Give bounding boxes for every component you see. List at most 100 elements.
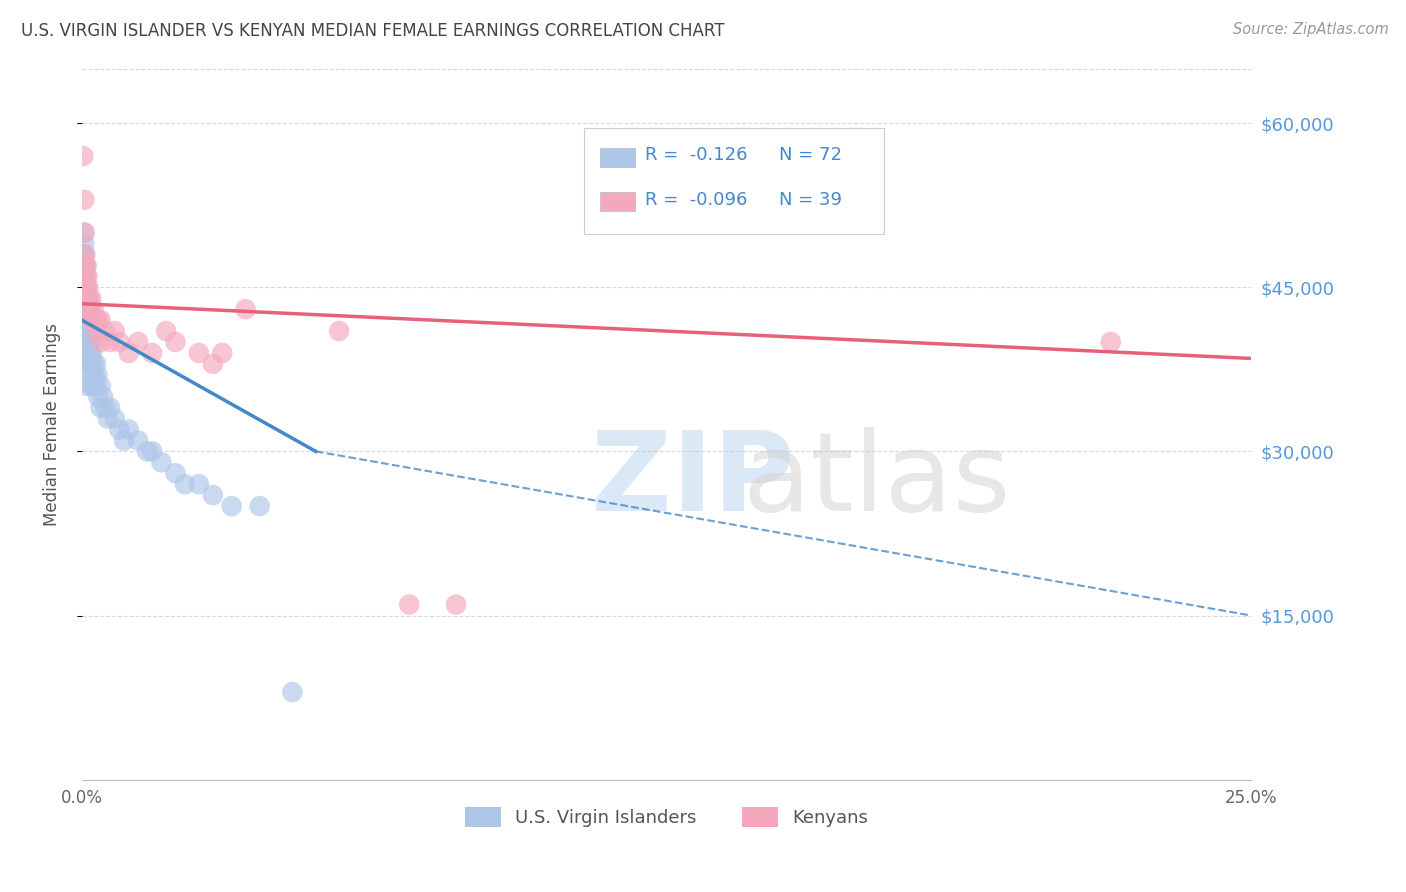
Point: [82, 368, 104, 382]
Point: [84, 313, 107, 327]
Point: [90, 334, 112, 349]
Point: [76, 259, 98, 273]
Point: [87, 313, 110, 327]
Point: [73, 247, 96, 261]
Point: [90, 401, 112, 415]
Point: [79, 346, 101, 360]
Point: [73, 259, 96, 273]
Point: [75, 269, 97, 284]
Point: [83, 357, 105, 371]
Y-axis label: Median Female Earnings: Median Female Earnings: [44, 323, 60, 525]
Point: [79, 302, 101, 317]
Point: [80, 357, 103, 371]
Point: [328, 324, 350, 338]
Point: [77, 302, 100, 317]
Point: [91, 390, 114, 404]
Point: [398, 598, 420, 612]
Point: [118, 423, 141, 437]
Point: [187, 477, 209, 491]
Point: [211, 346, 233, 360]
Point: [76, 302, 98, 317]
Point: [112, 434, 135, 448]
Point: [75, 313, 97, 327]
Point: [150, 455, 173, 469]
Point: [72, 291, 94, 305]
Point: [79, 291, 101, 305]
Point: [97, 411, 120, 425]
Point: [83, 378, 105, 392]
Point: [118, 346, 141, 360]
Point: [77, 280, 100, 294]
Point: [94, 401, 117, 415]
Point: [165, 467, 187, 481]
Point: [1099, 334, 1122, 349]
Point: [80, 334, 103, 349]
Point: [201, 357, 224, 371]
Point: [108, 334, 131, 349]
Point: [80, 291, 103, 305]
Point: [76, 280, 98, 294]
Point: [73, 302, 96, 317]
Point: [73, 226, 96, 240]
Text: N = 39: N = 39: [779, 191, 842, 209]
Point: [73, 302, 96, 317]
Point: [136, 444, 159, 458]
Point: [141, 444, 163, 458]
Point: [155, 324, 177, 338]
Point: [76, 357, 98, 371]
Point: [94, 324, 117, 338]
Point: [76, 291, 98, 305]
Point: [108, 423, 131, 437]
Point: [84, 378, 107, 392]
Point: [72, 247, 94, 261]
Point: [72, 269, 94, 284]
Point: [127, 434, 149, 448]
Point: [76, 269, 98, 284]
Point: [187, 346, 209, 360]
Point: [79, 334, 101, 349]
Text: R =  -0.096: R = -0.096: [645, 191, 748, 209]
Point: [75, 269, 97, 284]
Point: [104, 411, 127, 425]
Point: [73, 193, 96, 207]
Point: [73, 334, 96, 349]
Point: [79, 368, 101, 382]
Point: [77, 346, 100, 360]
Point: [75, 291, 97, 305]
Point: [79, 357, 101, 371]
Point: [87, 390, 110, 404]
Point: [249, 499, 271, 513]
Point: [73, 280, 96, 294]
Point: [173, 477, 195, 491]
Point: [76, 313, 98, 327]
Point: [77, 291, 100, 305]
Point: [75, 334, 97, 349]
Point: [98, 401, 121, 415]
Point: [90, 313, 112, 327]
Point: [75, 302, 97, 317]
Point: [76, 324, 98, 338]
Point: [83, 368, 105, 382]
Text: R =  -0.126: R = -0.126: [645, 146, 748, 164]
Point: [73, 226, 96, 240]
Point: [73, 269, 96, 284]
Point: [221, 499, 243, 513]
Point: [83, 302, 105, 317]
Text: ZIP: ZIP: [591, 427, 794, 534]
Point: [73, 291, 96, 305]
Text: U.S. VIRGIN ISLANDER VS KENYAN MEDIAN FEMALE EARNINGS CORRELATION CHART: U.S. VIRGIN ISLANDER VS KENYAN MEDIAN FE…: [21, 22, 724, 40]
Point: [75, 324, 97, 338]
Point: [76, 334, 98, 349]
Text: atlas: atlas: [742, 427, 1011, 534]
Point: [141, 346, 163, 360]
Point: [76, 378, 98, 392]
Point: [77, 324, 100, 338]
Point: [82, 346, 104, 360]
Point: [235, 302, 257, 317]
Point: [84, 324, 107, 338]
Point: [201, 488, 224, 502]
Point: [72, 149, 94, 163]
Point: [75, 247, 97, 261]
Point: [104, 324, 127, 338]
Point: [75, 280, 97, 294]
